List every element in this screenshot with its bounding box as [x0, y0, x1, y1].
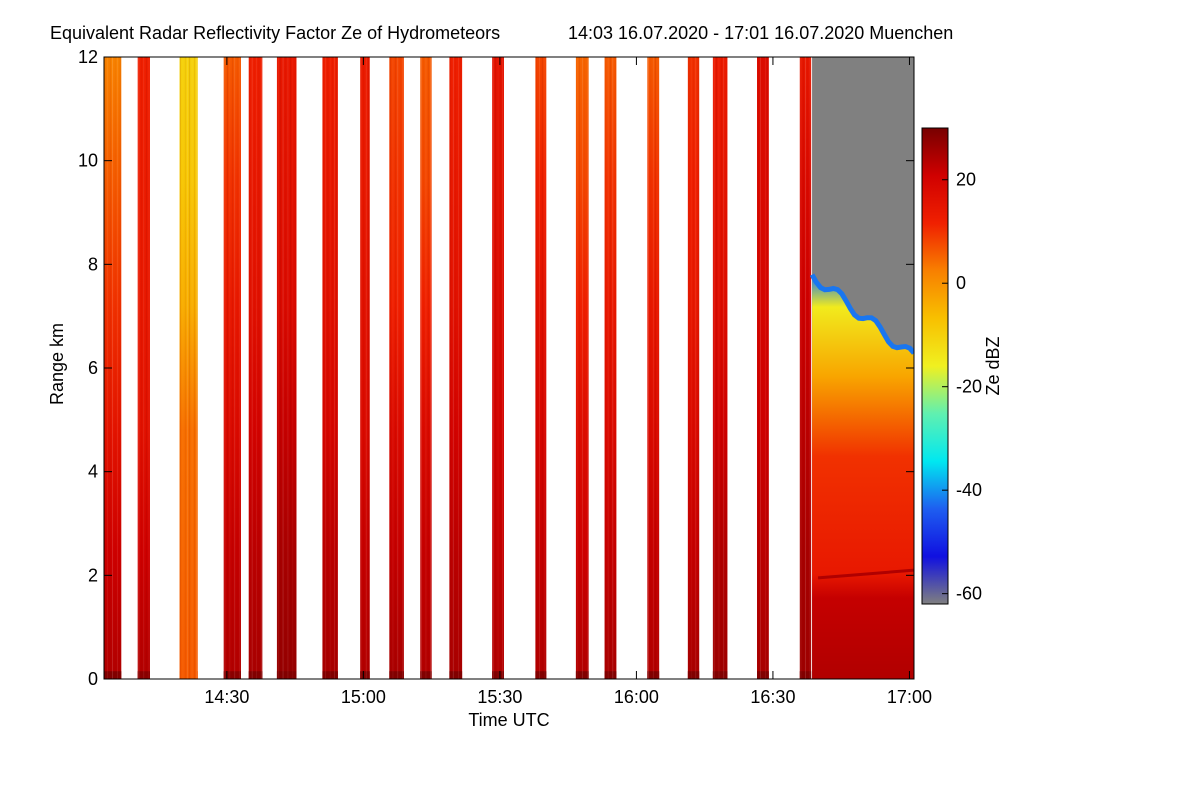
scan-body [276, 57, 297, 679]
scan-ground-bin [389, 671, 404, 679]
x-tick-label: 15:00 [341, 687, 386, 707]
scan-ground-bin [420, 671, 432, 679]
chart-title: Equivalent Radar Reflectivity Factor Ze … [50, 23, 500, 43]
scan-column [449, 57, 463, 679]
scan-ground-bin [449, 671, 463, 679]
scan-ground-bin [757, 671, 769, 679]
scan-body [420, 57, 432, 679]
scan-column [604, 57, 617, 679]
scan-ground-bin [248, 671, 263, 679]
scan-column [757, 57, 769, 679]
scan-column [276, 57, 297, 679]
continuous-segment [809, 57, 914, 679]
colorbar-tick-label: 0 [956, 273, 966, 293]
scan-column [137, 57, 150, 679]
scan-ground-bin [535, 671, 547, 679]
scan-column [322, 57, 338, 679]
scan-column [492, 57, 504, 679]
scan-body [179, 57, 198, 679]
scan-body [647, 57, 660, 679]
scan-column [799, 57, 812, 679]
x-tick-label: 14:30 [204, 687, 249, 707]
colorbar-tick-label: -60 [956, 584, 982, 604]
x-tick-label: 16:30 [750, 687, 795, 707]
scan-column [420, 57, 432, 679]
scan-column [248, 57, 263, 679]
scan-ground-bin [604, 671, 617, 679]
scan-column [223, 57, 241, 679]
x-tick-label: 15:30 [477, 687, 522, 707]
scan-body [137, 57, 150, 679]
scan-column [179, 57, 198, 679]
y-tick-label: 0 [88, 669, 98, 689]
colorbar-tick-label: -40 [956, 480, 982, 500]
scan-column [687, 57, 700, 679]
scan-body [712, 57, 728, 679]
chart-time-range: 14:03 16.07.2020 - 17:01 16.07.2020 Muen… [568, 23, 953, 43]
colorbar-ticks: 20 0 -20 -40 -60 [942, 170, 982, 604]
scan-column [647, 57, 660, 679]
scan-ground-bin [799, 671, 812, 679]
y-axis: 0 2 4 6 8 10 12 [78, 47, 914, 689]
x-tick-label: 17:00 [887, 687, 932, 707]
y-tick-label: 8 [88, 254, 98, 274]
scan-body [389, 57, 404, 679]
scan-ground-bin [276, 671, 297, 679]
melting-layer [817, 568, 914, 580]
scan-body [757, 57, 769, 679]
scan-body [449, 57, 463, 679]
scan-body [799, 57, 812, 679]
echo-top-edge [809, 273, 914, 355]
precip-echo [812, 274, 914, 679]
colorbar-label: Ze dBZ [983, 336, 1003, 395]
scan-ground-bin [179, 671, 198, 679]
colorbar [921, 127, 949, 605]
scan-body [104, 57, 122, 679]
scan-ground-bin [647, 671, 660, 679]
scan-column [575, 57, 589, 679]
y-tick-label: 6 [88, 358, 98, 378]
x-axis-label: Time UTC [468, 710, 549, 730]
scan-ground-bin [360, 671, 370, 679]
y-tick-label: 12 [78, 47, 98, 67]
scan-body [248, 57, 263, 679]
y-tick-label: 2 [88, 565, 98, 585]
scan-body [223, 57, 241, 679]
x-tick-label: 16:00 [614, 687, 659, 707]
scan-ground-bin [712, 671, 728, 679]
scan-column [389, 57, 404, 679]
scan-ground-bin [104, 671, 122, 679]
scan-ground-bin [492, 671, 504, 679]
scan-column [712, 57, 728, 679]
y-tick-label: 10 [78, 151, 98, 171]
y-tick-label: 4 [88, 462, 98, 482]
scan-body [575, 57, 589, 679]
scan-column [535, 57, 547, 679]
colorbar-tick-label: 20 [956, 170, 976, 190]
scan-ground-bin [575, 671, 589, 679]
scan-ground-bin [223, 671, 241, 679]
scan-body [360, 57, 370, 679]
scan-ground-bin [687, 671, 700, 679]
plot-area [104, 57, 914, 679]
x-axis: 14:30 15:00 15:30 16:00 16:30 17:00 [204, 57, 932, 707]
scan-column [360, 57, 370, 679]
scan-body [322, 57, 338, 679]
scan-ground-bin [137, 671, 150, 679]
scan-ground-bin [322, 671, 338, 679]
colorbar-tick-label: -20 [956, 377, 982, 397]
y-axis-label: Range km [47, 323, 67, 405]
scan-body [687, 57, 700, 679]
scan-body [535, 57, 547, 679]
scan-body [492, 57, 504, 679]
scan-body [604, 57, 617, 679]
